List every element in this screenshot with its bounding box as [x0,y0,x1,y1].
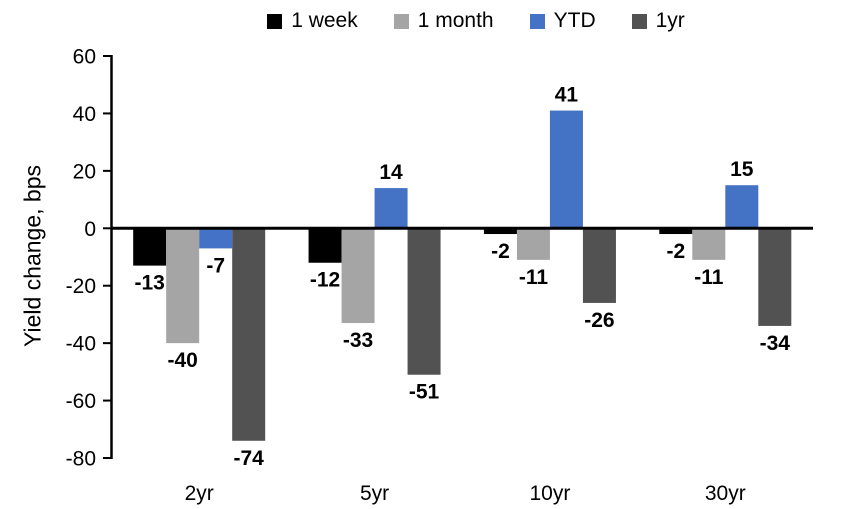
y-tick-label--40: -40 [66,333,96,356]
legend-item-1yr: 1yr [631,9,685,33]
legend-swatch-1yr [631,13,647,29]
legend-label: 1 week [291,9,358,32]
value-label-ytd-10yr: 41 [555,84,579,107]
x-category-label-10yr: 10yr [530,482,571,505]
value-label-1yr-10yr: -26 [584,309,614,332]
bar-1yr-10yr [582,228,616,303]
value-label-1-month-30yr: -11 [694,266,724,289]
bar-1yr-30yr [758,228,792,326]
value-label-1-week-2yr: -13 [135,272,165,295]
x-category-label-2yr: 2yr [185,482,214,505]
bar-1-month-30yr [692,228,726,260]
y-tick-label--80: -80 [66,448,96,471]
value-label-1-month-10yr: -11 [519,266,549,289]
value-label-1yr-30yr: -34 [760,332,791,355]
x-category-label-5yr: 5yr [360,482,389,505]
bar-1-week-30yr [659,228,693,235]
x-category-label-30yr: 30yr [705,482,746,505]
value-label-ytd-5yr: 14 [379,161,403,184]
chart-legend: 1 week 1 month YTD 1yr [112,9,840,33]
legend-label: YTD [553,9,596,32]
y-tick-label-40: 40 [73,103,96,126]
bar-1-week-2yr [133,228,167,266]
bar-1-week-10yr [483,228,517,235]
bar-ytd-2yr [199,228,233,249]
legend-label: 1yr [655,9,685,32]
bar-1yr-5yr [407,228,441,375]
bar-ytd-30yr [725,185,759,229]
y-tick-label--20: -20 [66,275,96,298]
y-tick-label-20: 20 [73,160,96,183]
bar-1-month-5yr [341,228,375,324]
y-tick-label-0: 0 [84,218,96,241]
value-label-1-week-5yr: -12 [310,269,340,292]
value-label-ytd-30yr: 15 [730,158,754,181]
bar-1yr-2yr [232,228,266,441]
bar-ytd-10yr [549,110,583,229]
value-label-1-month-5yr: -33 [343,329,373,352]
bar-ytd-5yr [374,188,408,229]
legend-label: 1 month [417,9,494,32]
y-tick-label--60: -60 [66,390,96,413]
y-tick-label-60: 60 [73,46,96,69]
legend-swatch-1-month [393,13,409,29]
value-label-1yr-2yr: -74 [234,447,265,470]
bar-1-month-2yr [166,228,200,344]
legend-item-1-week: 1 week [267,9,358,33]
value-label-1-week-10yr: -2 [491,240,510,263]
bar-1-month-10yr [516,228,550,260]
legend-item-1-month: 1 month [393,9,494,33]
legend-item-ytd: YTD [529,9,596,33]
value-label-1-month-2yr: -40 [168,349,198,372]
legend-swatch-1-week [267,13,283,29]
bar-1-week-5yr [308,228,342,263]
value-label-ytd-2yr: -7 [206,254,225,277]
value-label-1-week-30yr: -2 [666,240,685,263]
value-label-1yr-5yr: -51 [409,381,440,404]
y-axis-title: Yield change, bps [19,164,46,348]
legend-swatch-ytd [529,13,545,29]
